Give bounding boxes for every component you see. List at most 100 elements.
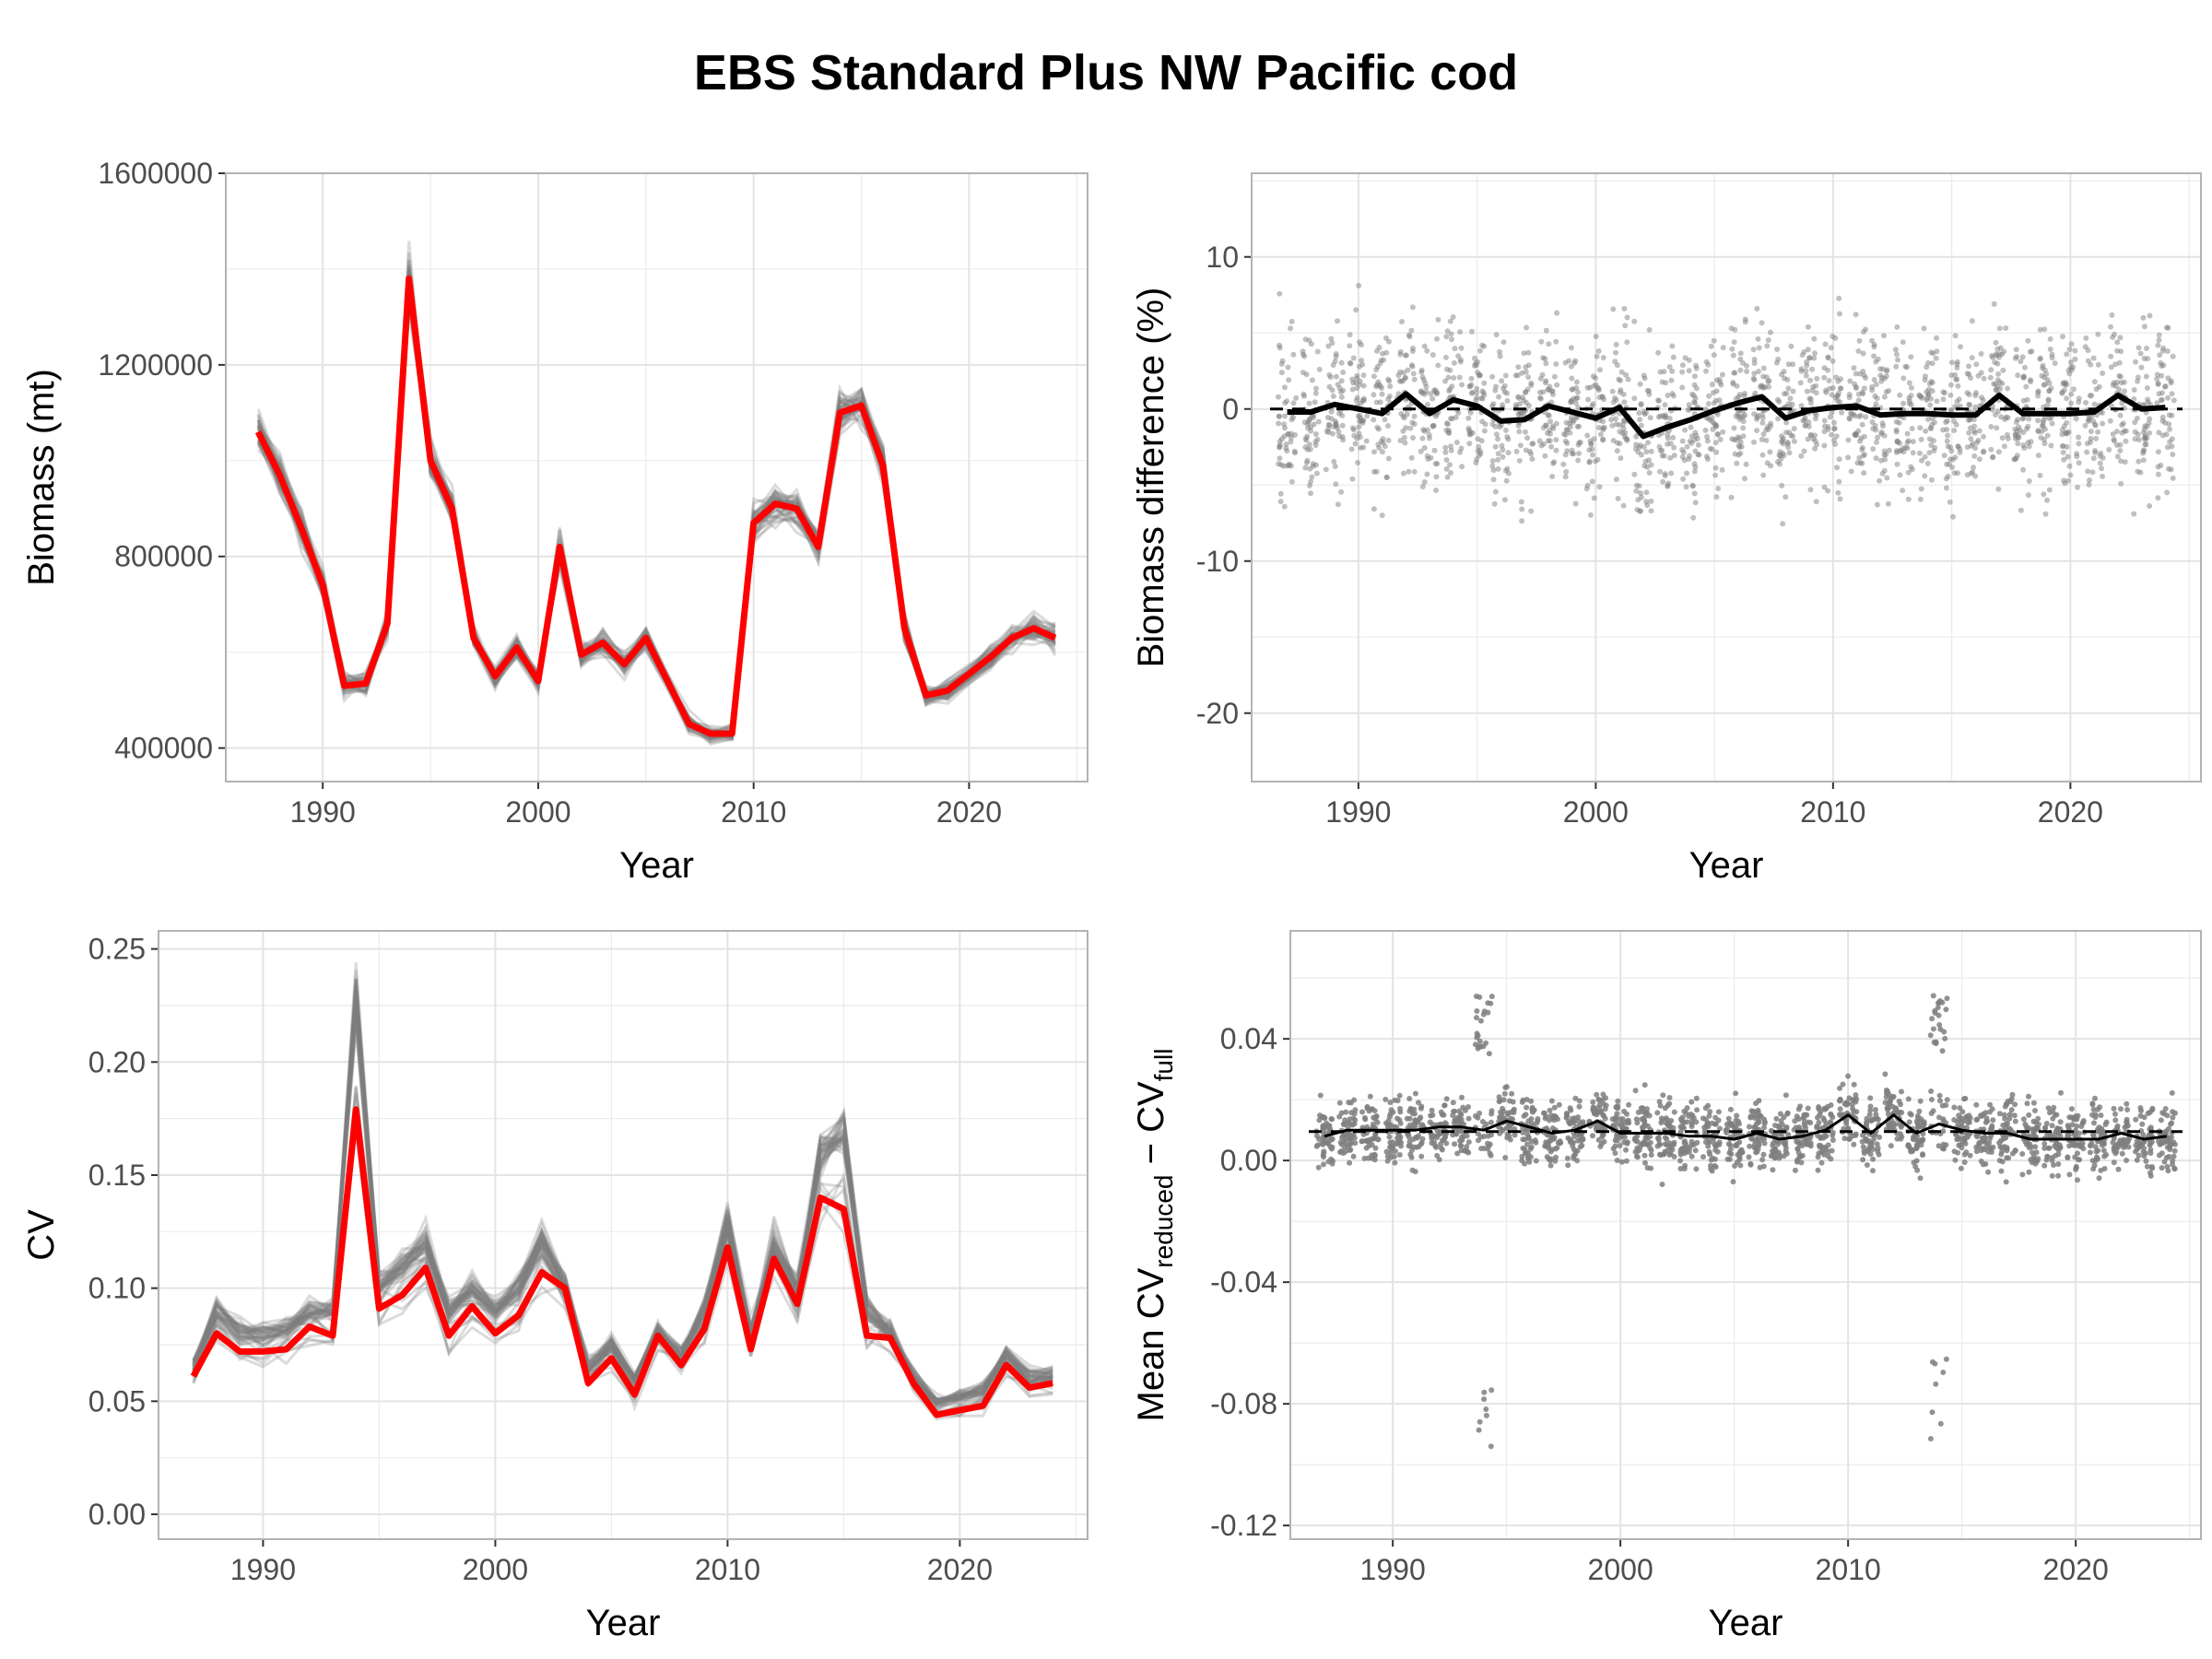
- data-point: [1457, 329, 1464, 335]
- data-point: [1812, 445, 1818, 452]
- data-point: [1906, 380, 1912, 386]
- data-point: [2049, 420, 2055, 427]
- data-point: [1377, 360, 1383, 367]
- data-point: [1660, 478, 1666, 485]
- data-point: [1562, 431, 1569, 438]
- data-point: [1670, 393, 1677, 399]
- data-point: [1692, 448, 1699, 454]
- data-point: [1372, 1145, 1379, 1151]
- data-point: [1948, 359, 1955, 366]
- data-point: [1976, 428, 1983, 434]
- data-point: [2046, 380, 2053, 386]
- data-point: [1897, 472, 1903, 478]
- data-point: [1347, 343, 1353, 349]
- data-point: [1871, 341, 1877, 347]
- data-point: [1355, 460, 1361, 465]
- data-point: [1715, 1117, 1722, 1124]
- data-point: [2092, 421, 2098, 428]
- data-point: [1425, 456, 1431, 462]
- data-point: [1364, 413, 1371, 419]
- data-point: [1688, 424, 1694, 430]
- data-point: [1724, 1156, 1731, 1162]
- data-point: [1610, 438, 1617, 443]
- data-point: [1458, 345, 1465, 351]
- data-point: [2169, 436, 2175, 442]
- data-point: [1384, 1153, 1391, 1159]
- data-point: [1984, 1118, 1991, 1124]
- data-point: [1521, 350, 1527, 357]
- data-point: [1597, 1124, 1604, 1131]
- data-point: [1955, 382, 1961, 389]
- data-point: [1957, 449, 1963, 455]
- data-point: [1734, 460, 1740, 466]
- data-point: [1740, 359, 1746, 366]
- data-point: [1549, 1133, 1556, 1139]
- data-point: [1499, 442, 1505, 449]
- data-point: [1452, 1141, 1458, 1147]
- data-point: [2061, 456, 2067, 463]
- data-point: [1317, 1092, 1324, 1099]
- data-point: [1708, 1166, 1714, 1172]
- data-point: [1791, 426, 1797, 431]
- data-point: [1798, 366, 1805, 372]
- data-point: [1974, 1116, 1981, 1123]
- data-point: [2064, 395, 2070, 402]
- data-point: [1610, 1146, 1617, 1152]
- data-point: [1794, 1113, 1800, 1120]
- data-point: [2136, 458, 2142, 465]
- data-point: [2140, 450, 2147, 456]
- data-point: [1863, 414, 1869, 420]
- data-point: [1496, 1094, 1502, 1100]
- data-point: [1552, 1146, 1559, 1152]
- data-point: [2041, 441, 2048, 447]
- data-point: [1624, 1111, 1630, 1117]
- data-point: [1871, 353, 1877, 359]
- data-point: [1737, 1162, 1744, 1169]
- data-point: [2096, 1175, 2102, 1182]
- data-point: [1936, 1114, 1942, 1121]
- data-point: [1664, 1142, 1670, 1148]
- data-point: [1485, 1133, 1491, 1139]
- data-point: [1804, 388, 1810, 394]
- data-point: [1290, 415, 1297, 420]
- data-point: [1556, 1101, 1562, 1108]
- data-point: [1742, 319, 1748, 325]
- data-point: [1592, 458, 1598, 465]
- data-point: [1610, 306, 1617, 312]
- data-point: [1654, 1110, 1661, 1116]
- data-point: [1932, 444, 1938, 451]
- data-point: [1540, 389, 1547, 395]
- data-point: [1434, 461, 1441, 467]
- data-point: [1442, 354, 1449, 360]
- data-point: [2019, 1151, 2026, 1157]
- data-point: [1416, 1144, 1422, 1150]
- data-point: [1830, 358, 1836, 364]
- data-point: [1401, 434, 1407, 441]
- data-point: [1642, 1159, 1648, 1166]
- data-point: [1929, 1409, 1936, 1416]
- data-point: [1894, 324, 1900, 330]
- data-point: [1892, 347, 1899, 353]
- data-point: [1410, 371, 1417, 377]
- data-point: [1379, 449, 1385, 455]
- plot-background: [1290, 931, 2201, 1539]
- data-point: [1894, 351, 1900, 358]
- data-point: [1717, 436, 1724, 442]
- data-point: [1408, 327, 1415, 334]
- data-point: [1886, 1100, 1892, 1106]
- data-point: [1991, 381, 1997, 387]
- data-point: [1867, 1107, 1874, 1113]
- data-point: [1612, 1150, 1618, 1157]
- data-point: [1411, 421, 1418, 428]
- data-point: [2065, 477, 2071, 484]
- data-point: [1571, 1155, 1577, 1161]
- data-point: [1293, 394, 1300, 401]
- data-point: [2132, 429, 2138, 435]
- data-point: [1432, 413, 1439, 419]
- data-point: [1937, 1026, 1944, 1032]
- data-point: [2112, 1111, 2118, 1117]
- data-point: [1504, 397, 1511, 404]
- data-point: [1406, 1096, 1413, 1101]
- data-point: [1626, 1101, 1632, 1108]
- data-point: [1725, 1141, 1732, 1147]
